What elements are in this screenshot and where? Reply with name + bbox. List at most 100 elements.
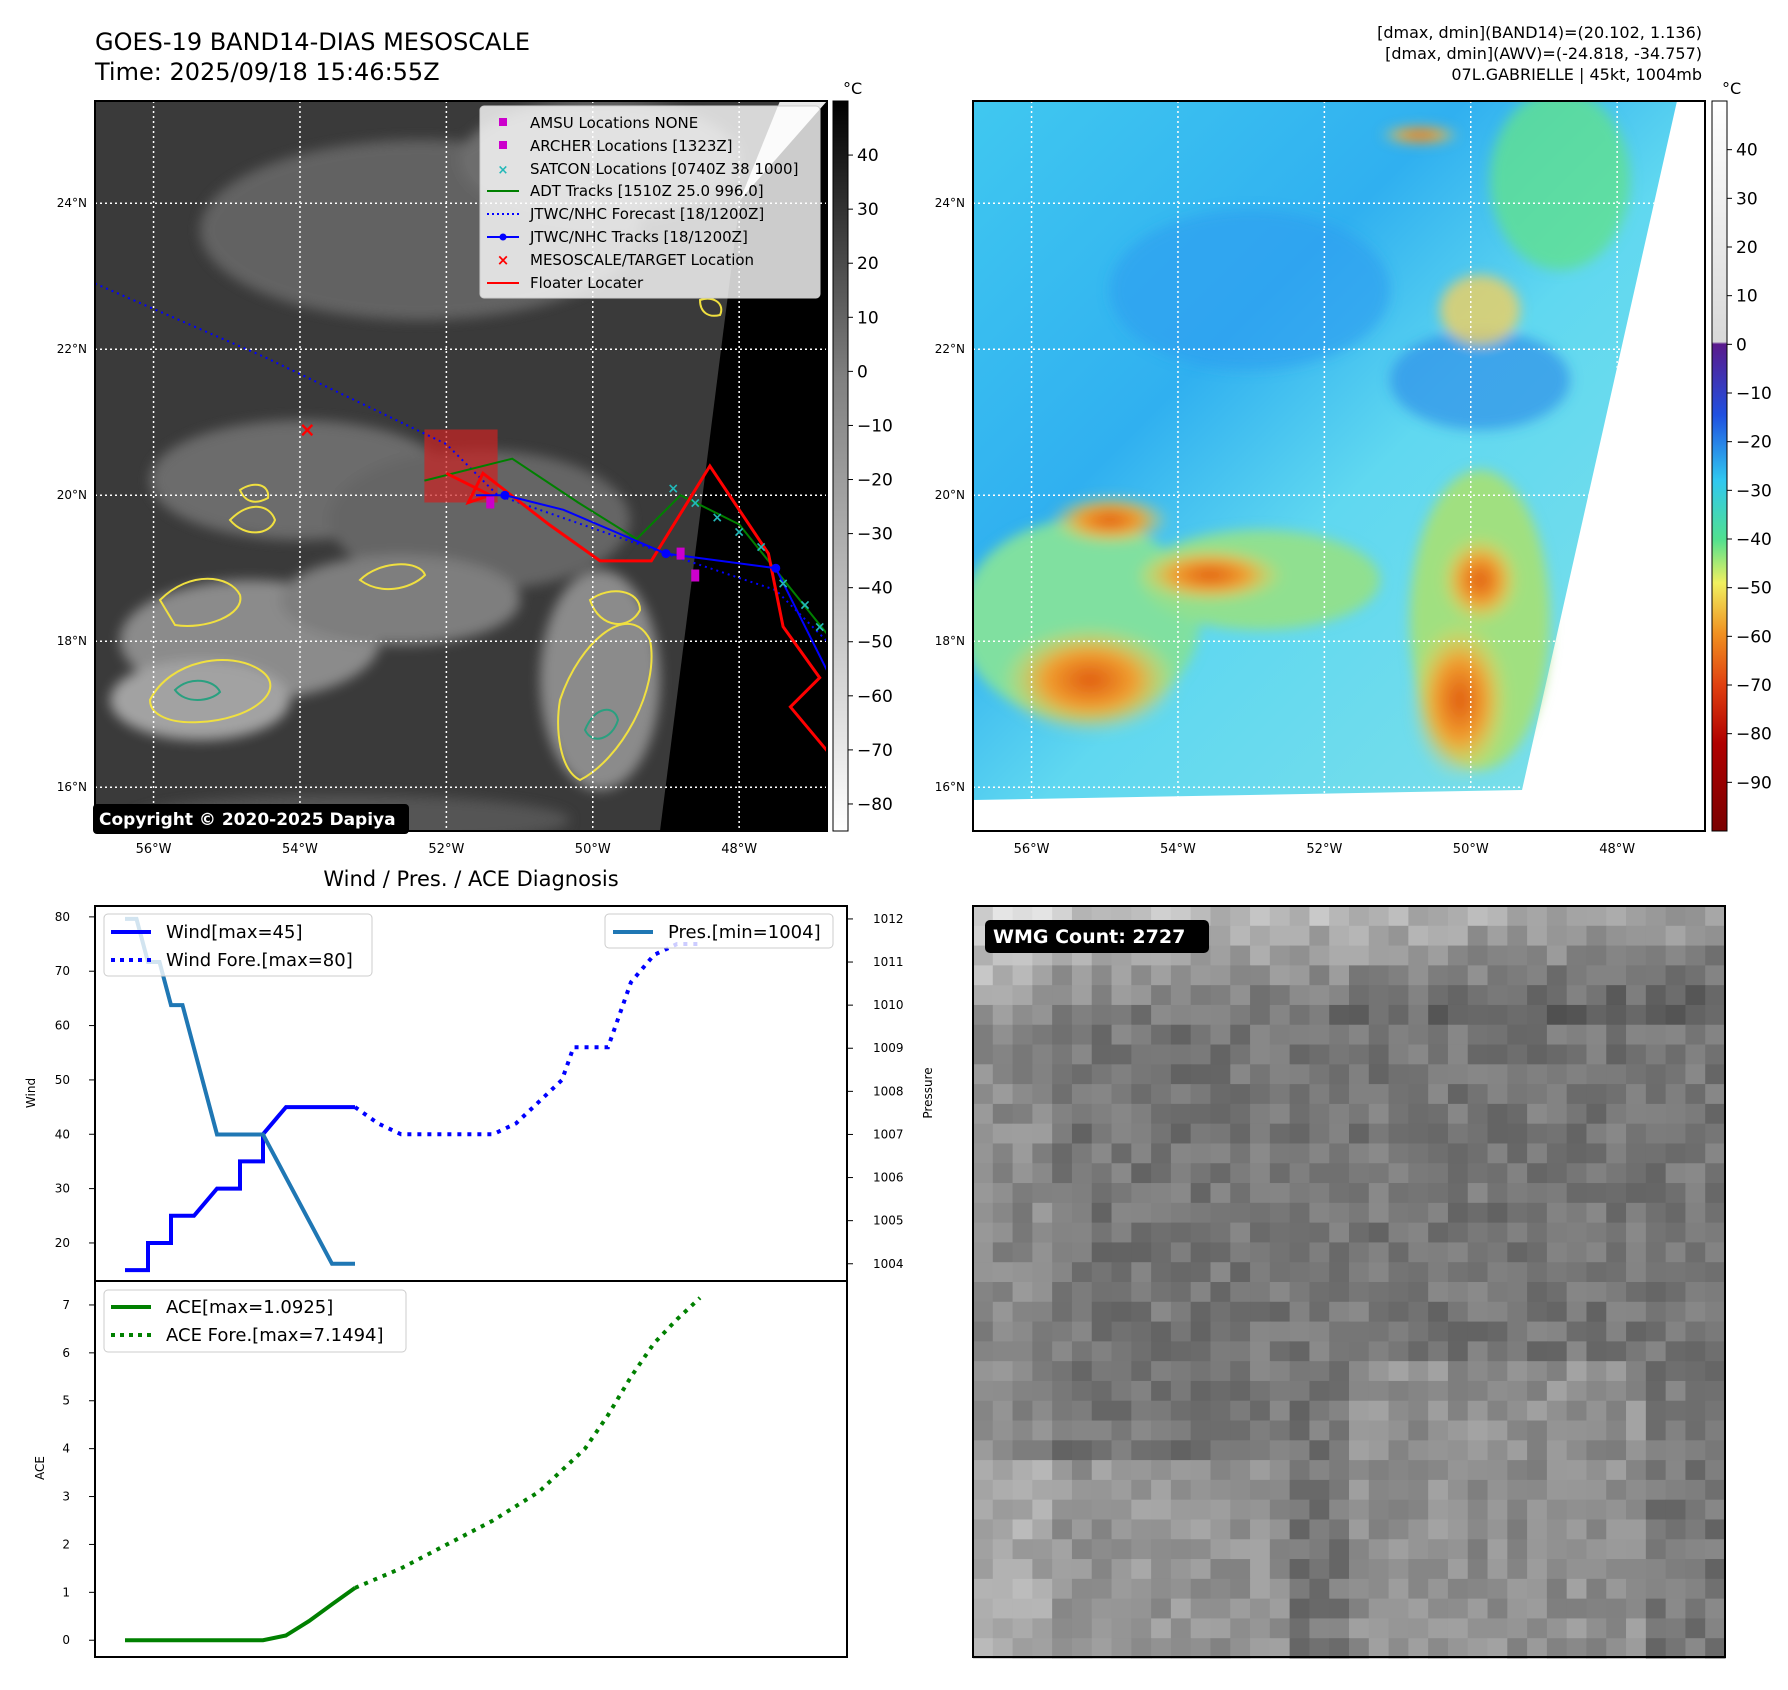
wind-ytick-label: 60 (55, 1019, 70, 1033)
wmg-pixel (973, 1460, 994, 1481)
wmg-pixel (1566, 1222, 1588, 1244)
wmg-pixel (1111, 1440, 1132, 1461)
wmg-pixel (1111, 965, 1132, 986)
wmg-pixel (1428, 1163, 1449, 1184)
wmg-pixel (1210, 906, 1231, 927)
wmg-pixel (1626, 1519, 1647, 1540)
wmg-pixel (973, 1400, 994, 1422)
wmg-pixel (973, 985, 994, 1006)
wmg-pixel (1507, 1262, 1528, 1283)
ir-axis-labels: 56°W 54°W 52°W 50°W 48°W24°N22°N20°N18°N16°N (57, 196, 757, 857)
wmg-pixel (1566, 1202, 1588, 1224)
wmg-pixel (1210, 1598, 1231, 1620)
wmg-pixel (1131, 1440, 1152, 1461)
wmg-pixel (1111, 1618, 1132, 1639)
wmg-pixel (1190, 1301, 1212, 1323)
wmg-pixel (1388, 965, 1409, 986)
wind-ytick-label: 50 (55, 1073, 70, 1087)
wmg-pixel (1428, 1499, 1449, 1521)
wmg-pixel (1210, 1084, 1231, 1105)
wmg-pixel (973, 1084, 994, 1105)
wmg-pixel (973, 1103, 994, 1125)
wmg-pixel (1685, 1202, 1706, 1224)
ace-forecast-series-line (354, 1296, 702, 1590)
wv-colorbar-tick-label: −50 (1736, 579, 1772, 599)
wmg-pixel (1546, 1341, 1568, 1362)
wmg-pixel (1645, 925, 1667, 947)
wmg-pixel (1111, 1163, 1132, 1184)
wmg-pixel (1329, 1084, 1350, 1105)
wmg-pixel (1447, 1400, 1469, 1422)
wmg-pixel (1507, 1559, 1528, 1580)
wmg-pixel (973, 1638, 994, 1659)
wmg-pixel (1487, 1143, 1508, 1164)
ir-colorbar-tick-label: −10 (857, 416, 893, 436)
wmg-pixel (1546, 1044, 1568, 1065)
wmg-pixel (1151, 1163, 1172, 1184)
wmg-pixel (1527, 1044, 1548, 1065)
wmg-pixel (1487, 1460, 1508, 1481)
wmg-pixel (1467, 1143, 1489, 1164)
wmg-pixel (1645, 1539, 1667, 1560)
wmg-pixel (1566, 1479, 1588, 1501)
wv-colorbar-tick-label: −30 (1736, 481, 1772, 501)
wmg-pixel (992, 1262, 1014, 1283)
wmg-pixel (1032, 1123, 1053, 1145)
wmg-pixel (1071, 1242, 1093, 1263)
wmg-pixel (1527, 1143, 1548, 1164)
wmg-pixel (1190, 1341, 1212, 1362)
wmg-pixel (1151, 1222, 1172, 1244)
wmg-pixel (1289, 1024, 1311, 1046)
wmg-pixel (1665, 1380, 1687, 1402)
wmg-pixel (1606, 1163, 1627, 1184)
wmg-pixel (1586, 1559, 1607, 1580)
wmg-pixel (1230, 1262, 1251, 1283)
wmg-pixel (1626, 1024, 1647, 1046)
wmg-pixel (1190, 1380, 1212, 1402)
wmg-pixel (1190, 1202, 1212, 1224)
wmg-pixel (1032, 1163, 1053, 1184)
wmg-pixel (1190, 1123, 1212, 1145)
wmg-pixel (1586, 1103, 1607, 1125)
wmg-pixel (992, 965, 1014, 986)
wmg-pixel (1606, 1024, 1627, 1046)
wmg-pixel (1052, 1578, 1073, 1600)
wind-panel: Wind / Pres. / ACE Diagnosis 20304050607… (24, 867, 935, 1282)
wmg-pixel (1210, 1242, 1231, 1263)
wmg-pixel (1645, 1519, 1667, 1540)
wmg-pixel (1527, 1202, 1548, 1224)
wv-colorbar-tick-label: −60 (1736, 627, 1772, 647)
wmg-pixel (1329, 1499, 1350, 1521)
wmg-pixel (1527, 1638, 1548, 1659)
ir-lat-tick-label: 18°N (57, 634, 87, 648)
wmg-pixel (1566, 1361, 1588, 1382)
wv-colorbar-tick-label: −10 (1736, 384, 1772, 404)
wv-colorbar-tick-label: −40 (1736, 530, 1772, 550)
wmg-pixel (992, 1578, 1014, 1600)
wmg-pixel (1131, 1598, 1152, 1620)
wmg-pixel (1250, 945, 1271, 966)
wmg-pixel (1289, 1103, 1311, 1125)
wmg-pixel (1349, 1262, 1370, 1283)
ace-ylabel: ACE (33, 1456, 47, 1480)
wmg-pixel (1329, 1004, 1350, 1026)
wmg-pixel (1487, 1183, 1508, 1204)
wmg-pixel (1151, 1202, 1172, 1224)
wmg-pixel (1012, 1064, 1033, 1085)
legend-box (479, 105, 821, 299)
wmg-pixel (1368, 1400, 1390, 1422)
wmg-pixel (1269, 1499, 1291, 1521)
wmg-pixel (1467, 1242, 1489, 1263)
wmg-pixel (1190, 1064, 1212, 1085)
wmg-pixel (1071, 1578, 1093, 1600)
wmg-pixel (1685, 1420, 1706, 1441)
wmg-pixel (1388, 1084, 1409, 1105)
wmg-pixel (1071, 1004, 1093, 1026)
legend-label-track: JTWC/NHC Tracks [18/1200Z] (529, 228, 748, 246)
wmg-pixel (1586, 1361, 1607, 1382)
wmg-pixel (1566, 1262, 1588, 1283)
wmg-pixel (1566, 1064, 1588, 1085)
wmg-pixel (1349, 906, 1370, 927)
wmg-pixel (1349, 1183, 1370, 1204)
wmg-pixel (1131, 1163, 1152, 1184)
